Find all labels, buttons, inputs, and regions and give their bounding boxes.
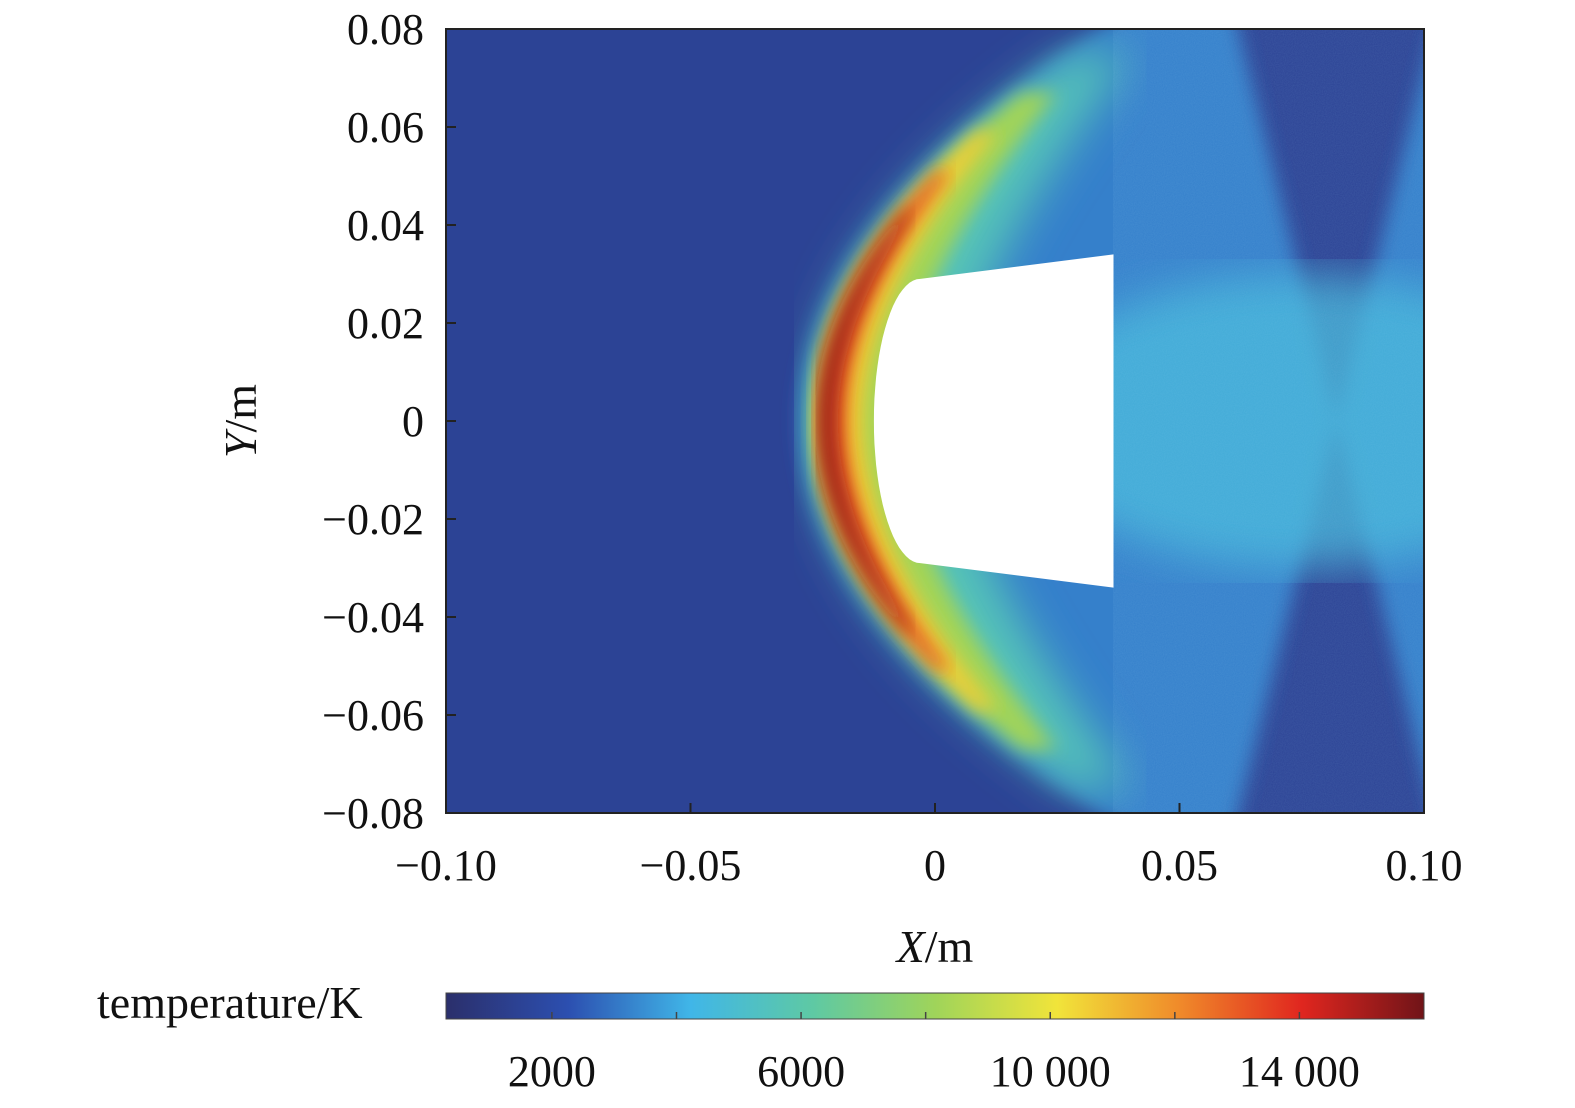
temperature-field (446, 29, 1424, 813)
plot-area (445, 28, 1425, 814)
x-tick-label: 0.10 (1386, 841, 1463, 890)
x-tick-label: −0.10 (395, 841, 497, 890)
y-tick-label: −0.02 (322, 495, 424, 544)
colorbar-tick-label: 2000 (508, 1047, 596, 1096)
y-tick-label: 0.08 (347, 5, 424, 54)
colorbar-label: temperature/K (97, 977, 363, 1028)
x-tick-label: 0.05 (1141, 841, 1218, 890)
colorbar-ticks: 2000 6000 10 000 14 000 (508, 1012, 1360, 1096)
wake-noise (1113, 29, 1424, 813)
capsule-body (873, 254, 1114, 588)
colorbar: temperature/K 2000 6000 10 000 14 000 (97, 977, 1425, 1096)
y-tick-label: 0.04 (347, 201, 424, 250)
y-tick-label: −0.08 (322, 789, 424, 838)
y-tick-label: −0.04 (322, 593, 424, 642)
x-axis-label: X/m (895, 921, 974, 972)
y-tick-label: 0 (402, 397, 424, 446)
colorbar-gradient (445, 992, 1425, 1020)
colorbar-tick-label: 10 000 (990, 1047, 1111, 1096)
x-tick-label: −0.05 (640, 841, 742, 890)
x-tick-label: 0 (924, 841, 946, 890)
y-tick-label: 0.06 (347, 103, 424, 152)
colorbar-tick-label: 6000 (757, 1047, 845, 1096)
y-tick-label: 0.02 (347, 299, 424, 348)
y-axis-label: Y/m (215, 384, 266, 458)
x-axis: −0.10 −0.05 0 0.05 0.10 (395, 803, 1463, 890)
colorbar-tick-label: 14 000 (1239, 1047, 1360, 1096)
shock-layer-band (820, 210, 911, 632)
y-tick-label: −0.06 (322, 691, 424, 740)
y-axis: 0.08 0.06 0.04 0.02 0 −0.02 −0.04 −0.06 −0.08 (322, 5, 456, 838)
